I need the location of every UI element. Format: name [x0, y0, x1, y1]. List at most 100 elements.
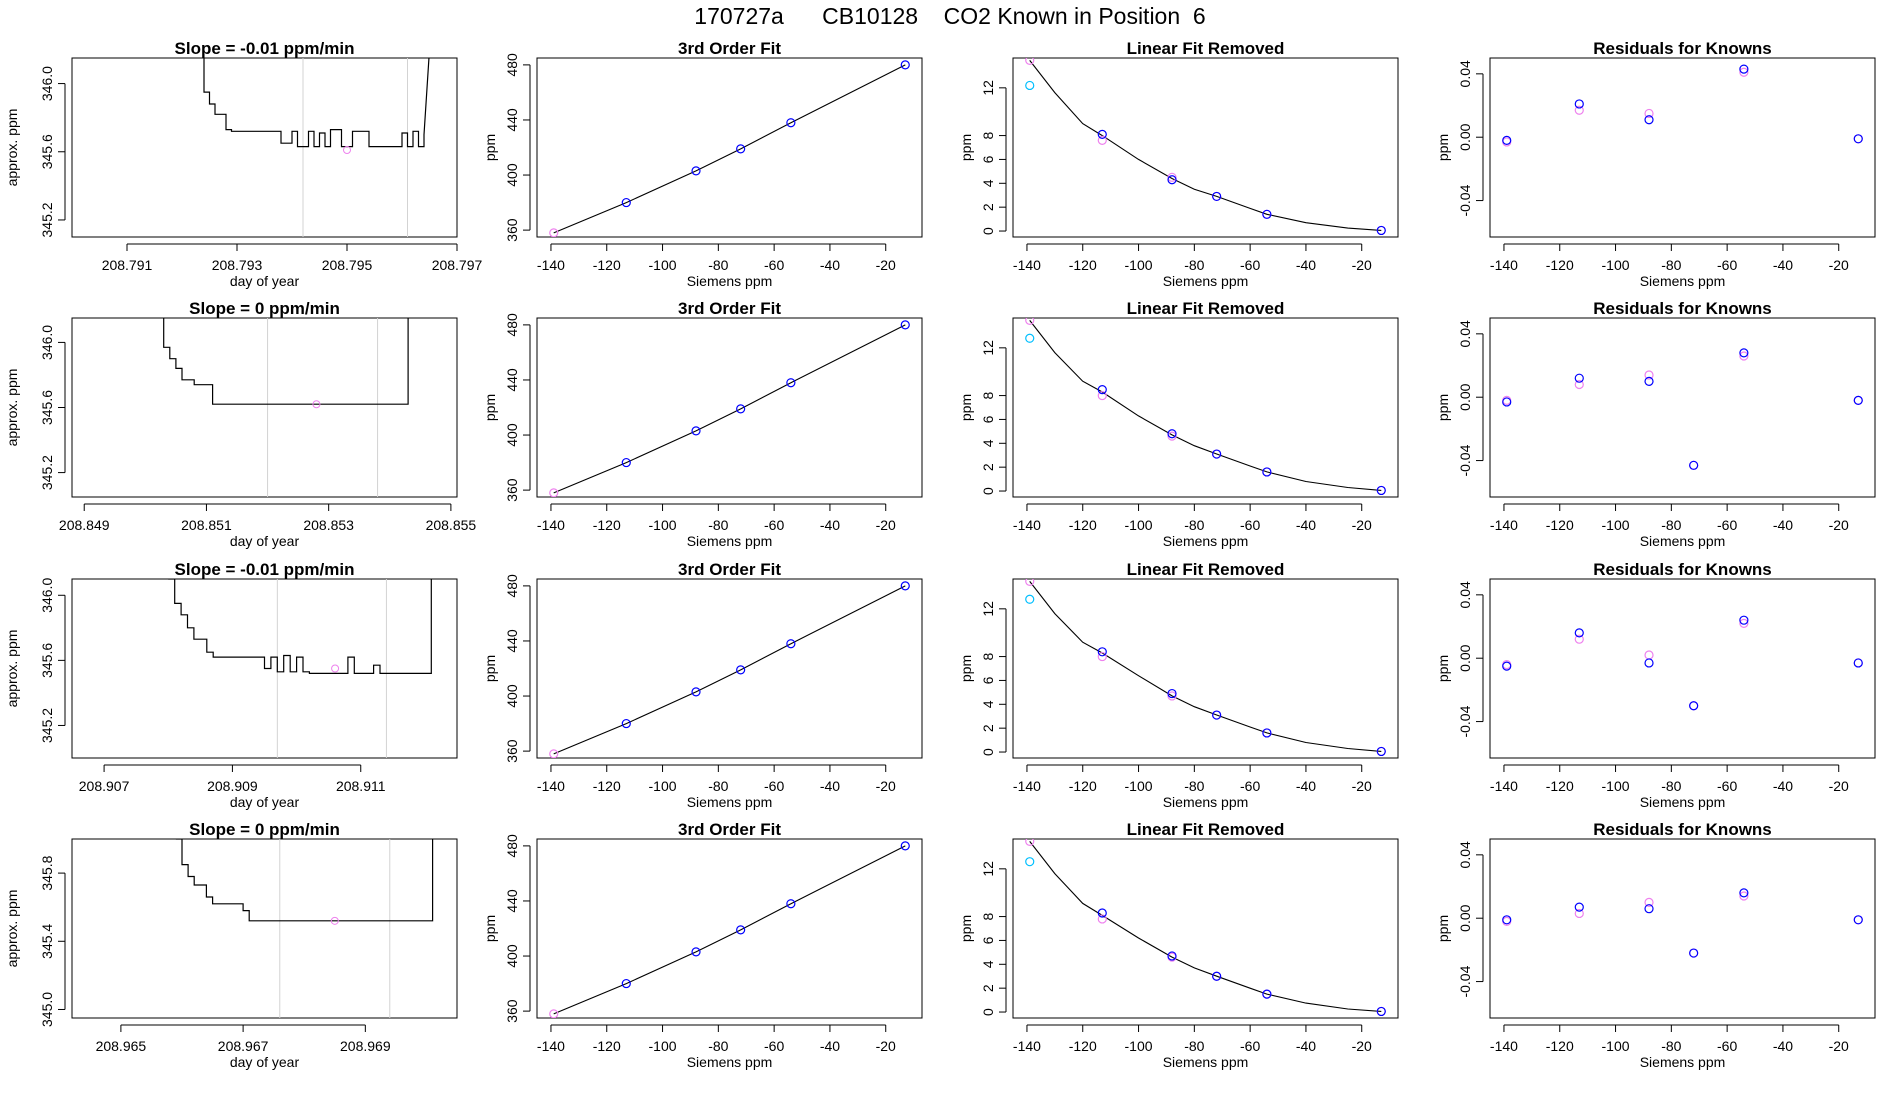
plot-data — [549, 320, 910, 497]
x-tick-label: -60 — [1717, 778, 1737, 794]
plot-data — [549, 60, 910, 237]
x-tick-label: -40 — [820, 778, 840, 794]
plot-frame — [1012, 57, 1399, 238]
panel-r3-fit: 3rd Order Fit -140 -120 -100 -80 -60 -40 -20 Sie… — [482, 560, 923, 810]
x-tick-label: -140 — [1013, 257, 1041, 273]
data-point-blue — [1376, 225, 1386, 236]
y-tick-label: 345.2 — [39, 455, 55, 490]
data-point-cyan — [1025, 80, 1035, 91]
data-point-blue — [1739, 348, 1749, 358]
data-point-blue — [1853, 658, 1863, 668]
data-point-blue — [1853, 395, 1863, 405]
x-tick-label: 208.793 — [212, 257, 263, 273]
data-point-pink — [1644, 897, 1654, 907]
panel-title: Linear Fit Removed — [1127, 299, 1285, 318]
x-tick-label: 208.969 — [340, 1038, 391, 1054]
fit-curve — [1029, 581, 1382, 752]
y-tick-label: 8 — [980, 131, 996, 139]
data-point-pink — [549, 1009, 559, 1018]
x-tick-label: -80 — [1184, 257, 1204, 273]
y-tick-label: 345.2 — [39, 708, 55, 743]
y-axis-label: ppm — [958, 394, 974, 421]
x-tick-label: -100 — [1602, 257, 1630, 273]
plot-data — [1025, 58, 1386, 236]
x-tick-label: -40 — [1296, 517, 1316, 533]
x-tick-label: 208.851 — [181, 517, 232, 533]
panel-r1-linear: Linear Fit Removed -140 -120 -100 -80 -60 -40 -… — [958, 39, 1399, 289]
y-axis-label: ppm — [958, 134, 974, 161]
fit-curve — [1029, 60, 1382, 231]
data-point-blue — [1097, 385, 1107, 395]
panel-title: Slope = -0.01 ppm/min — [175, 39, 355, 58]
y-tick-label: 480 — [504, 313, 520, 337]
data-point-blue — [1212, 191, 1222, 202]
data-point-blue — [1167, 429, 1177, 439]
x-tick-label: -140 — [537, 257, 565, 273]
x-tick-label: 208.853 — [303, 517, 354, 533]
x-tick-label: -120 — [1069, 257, 1097, 273]
mean-marker — [343, 146, 351, 155]
panel-title: Linear Fit Removed — [1127, 39, 1285, 58]
panel-r3-timeseries: Slope = -0.01 ppm/min 208.907 208.909 208.9… — [4, 560, 458, 810]
x-tick-label: -60 — [1240, 517, 1260, 533]
y-axis-label: approx. ppm — [4, 369, 20, 447]
series-line — [163, 318, 409, 405]
x-tick-label: -60 — [1240, 257, 1260, 273]
y-tick-label: 6 — [980, 936, 996, 944]
plot-data — [1502, 615, 1863, 711]
y-tick-label: 360 — [504, 218, 520, 242]
x-tick-label: -20 — [1829, 517, 1849, 533]
plot-data — [1025, 579, 1386, 757]
y-tick-label: 480 — [504, 834, 520, 858]
x-tick-label: -120 — [1546, 778, 1574, 794]
y-tick-label: 12 — [980, 601, 996, 617]
mean-marker — [312, 400, 321, 409]
data-point-pink — [1739, 891, 1749, 901]
plot-frame — [71, 317, 458, 498]
x-tick-label: -60 — [1717, 517, 1737, 533]
x-tick-label: -80 — [1661, 1038, 1681, 1054]
x-axis-label: day of year — [230, 794, 300, 810]
x-tick-label: -100 — [649, 517, 677, 533]
data-point-pink — [1574, 379, 1584, 390]
fit-curve — [553, 585, 906, 755]
plot-frame — [536, 578, 923, 759]
data-point-pink — [1574, 634, 1584, 644]
panel-title: Residuals for Knowns — [1593, 39, 1772, 58]
plot-data — [1502, 348, 1863, 470]
plot-data — [549, 581, 910, 758]
x-tick-label: -80 — [708, 1038, 728, 1054]
data-point-blue — [900, 60, 910, 70]
data-point-blue — [1502, 397, 1512, 407]
data-point-blue — [1689, 460, 1699, 470]
plot-frame — [536, 838, 923, 1019]
y-axis-label: approx. ppm — [4, 630, 20, 708]
y-axis-label: ppm — [1435, 915, 1451, 942]
data-point-pink — [549, 228, 559, 237]
x-tick-label: -80 — [1661, 257, 1681, 273]
y-tick-label: 8 — [980, 912, 996, 920]
x-tick-label: -140 — [1490, 778, 1518, 794]
plot-frame — [1489, 578, 1876, 759]
y-tick-label: 4 — [980, 439, 996, 447]
fit-curve — [1029, 320, 1382, 491]
panel-r2-linear: Linear Fit Removed -140 -120 -100 -80 -60 -40 -… — [958, 299, 1399, 549]
x-tick-label: -20 — [1352, 257, 1372, 273]
x-tick-label: -80 — [1184, 1038, 1204, 1054]
x-tick-label: -40 — [820, 517, 840, 533]
data-point-blue — [691, 426, 701, 436]
x-tick-label: -140 — [1013, 1038, 1041, 1054]
data-point-blue — [1376, 746, 1386, 757]
x-tick-label: -20 — [1352, 778, 1372, 794]
x-tick-label: 208.911 — [336, 778, 386, 794]
plot-frame — [1012, 838, 1399, 1019]
data-point-blue — [1376, 485, 1386, 496]
panel-r1-timeseries: Slope = -0.01 ppm/min 208.791 208.793 208.7… — [4, 39, 483, 289]
x-tick-label: -100 — [649, 778, 677, 794]
fit-curve — [553, 64, 906, 234]
y-tick-label: 0 — [980, 1008, 996, 1016]
plot-frame — [71, 57, 458, 238]
data-point-blue — [1502, 915, 1512, 925]
x-axis-label: day of year — [230, 273, 300, 289]
